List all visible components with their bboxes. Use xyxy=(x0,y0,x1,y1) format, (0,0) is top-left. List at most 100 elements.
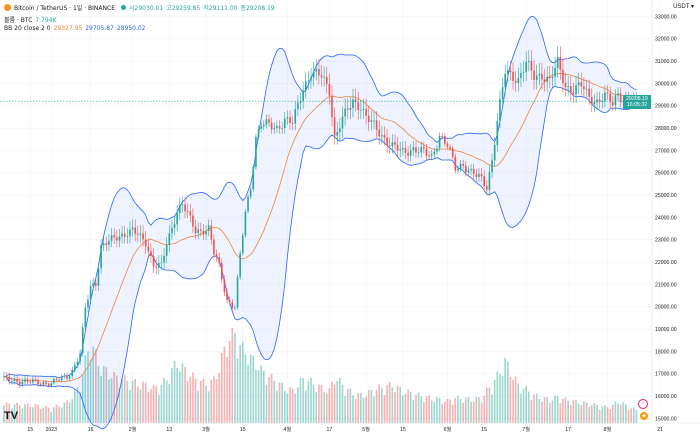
x-tick-label: 6월 xyxy=(444,425,452,433)
volume-bar xyxy=(34,404,37,423)
volume-bar xyxy=(299,378,302,423)
candle-body xyxy=(199,229,202,231)
volume-bar xyxy=(496,371,499,423)
y-tick-label: 18000.00 xyxy=(655,349,677,355)
bb-legend[interactable]: BB 20 close 2 0 29327.95 29705.87 28950.02 xyxy=(4,25,149,32)
volume-bar xyxy=(220,353,223,423)
symbol-legend: Bitcoin / TetherUS · 1일 · BINANCE 시29030.… xyxy=(4,3,278,12)
market-status-icon xyxy=(121,5,126,10)
candle-body xyxy=(257,128,260,138)
candle-body xyxy=(617,93,619,96)
volume-bar xyxy=(291,388,294,423)
volume-bar xyxy=(614,401,617,423)
volume-bar xyxy=(32,407,34,423)
x-tick-label: 3월 xyxy=(202,425,210,433)
volume-bar xyxy=(160,385,163,423)
volume-bar xyxy=(189,376,192,423)
volume-bar xyxy=(155,386,158,423)
volume-bar xyxy=(50,412,53,423)
candle-body xyxy=(92,283,95,286)
volume-bar xyxy=(344,396,346,423)
y-tick-label: 22000.00 xyxy=(655,260,677,266)
volume-bar xyxy=(428,395,430,423)
volume-bar xyxy=(378,384,381,423)
candle-body xyxy=(381,135,383,137)
volume-bar xyxy=(517,383,520,423)
candle-body xyxy=(126,236,129,237)
volume-bar xyxy=(105,367,108,423)
candle-body xyxy=(286,117,289,119)
volume-bar xyxy=(310,378,312,423)
alert-icon[interactable]: ! xyxy=(638,399,648,409)
bollinger-band-fill xyxy=(4,16,637,429)
volume-bar xyxy=(97,365,100,423)
volume-bar xyxy=(142,381,144,423)
volume-bar xyxy=(281,382,283,423)
x-tick-label: 2023 xyxy=(45,427,57,433)
candle-body xyxy=(181,204,184,206)
volume-bar xyxy=(604,405,606,423)
candle-body xyxy=(74,364,76,370)
candle-body xyxy=(504,73,506,87)
volume-bar xyxy=(360,393,362,423)
volume-bar xyxy=(60,407,63,423)
candle-body xyxy=(407,152,409,156)
volume-bar xyxy=(402,395,404,423)
volume-bar xyxy=(29,406,32,423)
candle-body xyxy=(465,165,467,173)
volume-bar xyxy=(357,393,360,423)
volume-bar xyxy=(546,397,548,423)
candle-body xyxy=(223,279,226,293)
candle-body xyxy=(378,129,381,137)
volume-bar xyxy=(617,403,619,423)
volume-bar xyxy=(520,393,522,423)
candle-body xyxy=(47,383,50,387)
volume-legend[interactable]: 볼륨 · BTC 7.794K xyxy=(4,15,60,24)
candle-body xyxy=(97,268,100,286)
candle-body xyxy=(312,71,315,78)
candle-body xyxy=(441,135,444,137)
volume-bar xyxy=(472,401,475,423)
bb-upper-value: 29705.87 xyxy=(85,25,114,32)
candle-body xyxy=(606,92,609,94)
candle-body xyxy=(506,70,509,74)
currency-selector[interactable]: USDT ▾ xyxy=(673,3,694,10)
candle-body xyxy=(509,70,512,73)
volume-bar xyxy=(66,400,68,423)
candle-body xyxy=(349,107,352,110)
volume-bar xyxy=(139,389,142,423)
candle-body xyxy=(339,128,341,133)
candle-body xyxy=(173,224,176,228)
volume-bar xyxy=(575,399,577,423)
candle-body xyxy=(320,75,323,78)
volume-bar xyxy=(257,370,260,423)
volume-bar xyxy=(396,385,399,423)
volume-bar xyxy=(588,407,590,423)
volume-bar xyxy=(249,354,252,423)
candle-body xyxy=(131,227,134,230)
candle-body xyxy=(325,76,328,85)
volume-bar xyxy=(273,380,276,423)
x-tick-label: 16 xyxy=(88,427,94,433)
volume-bar xyxy=(268,376,270,423)
ohlc-close: 종29208.19 xyxy=(240,5,275,12)
volume-bar xyxy=(541,401,543,423)
ohlc-high: 고29259.85 xyxy=(166,5,201,12)
volume-bar xyxy=(168,383,171,423)
event-icon[interactable]: ◆ xyxy=(640,412,648,420)
volume-bar xyxy=(433,401,436,423)
volume-bar xyxy=(590,405,593,423)
symbol-title: Bitcoin / TetherUS · 1일 · BINANCE xyxy=(14,5,115,12)
candle-body xyxy=(34,379,37,381)
volume-bar xyxy=(226,356,228,423)
volume-bar xyxy=(37,404,39,423)
candle-body xyxy=(205,230,207,235)
volume-bar xyxy=(499,374,501,423)
candle-body xyxy=(522,71,525,73)
candle-body xyxy=(89,285,92,300)
candle-body xyxy=(360,109,362,111)
volume-bar xyxy=(522,388,525,423)
volume-bar xyxy=(425,396,428,423)
volume-bar xyxy=(194,378,197,423)
